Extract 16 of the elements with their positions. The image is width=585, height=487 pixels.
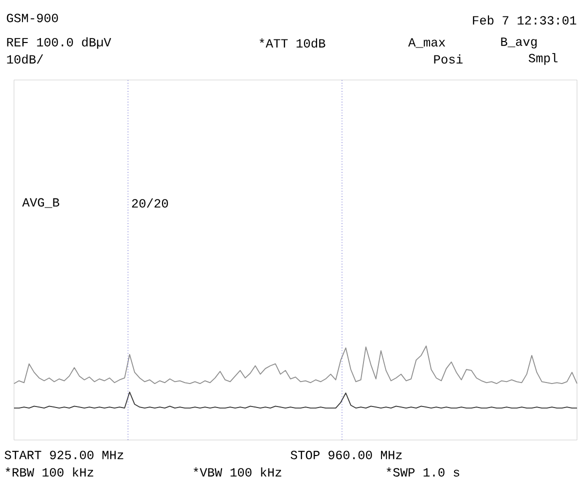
text: Feb 7 12:33:01 — [472, 15, 576, 25]
text: START 925.00 MHz — [4, 450, 124, 460]
text: A_max — [408, 38, 446, 48]
text: Posi — [434, 54, 463, 64]
text: *VBW 100 kHz — [194, 467, 282, 477]
text: 10dB/ — [7, 54, 43, 64]
chart-title: GSM-900 — [6, 14, 58, 22]
text: 20/20 — [132, 198, 168, 208]
text: STOP 960.00 MHz — [290, 450, 402, 460]
text: B_avg — [501, 38, 537, 48]
text: AVG_B — [22, 198, 60, 208]
text: *ATT 10dB — [260, 38, 326, 48]
text: Smpl — [528, 53, 558, 65]
text: REF 100.0 dBµV — [7, 37, 112, 49]
text: *SWP 1.0 s — [386, 467, 460, 477]
text: *RBW 100 kHz — [6, 467, 94, 477]
